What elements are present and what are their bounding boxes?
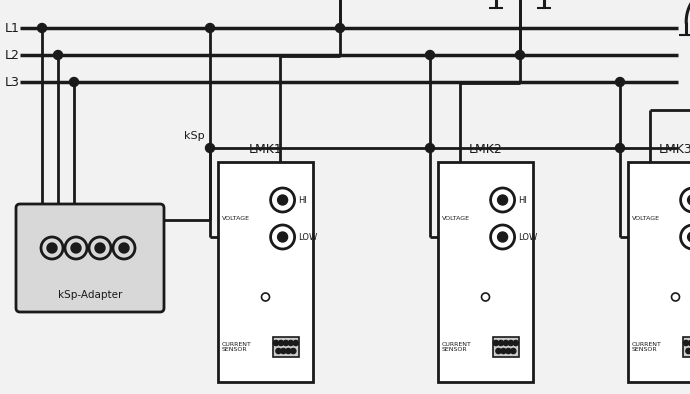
Text: LMK2: LMK2 <box>469 143 502 156</box>
Text: L1: L1 <box>5 22 20 35</box>
Circle shape <box>277 195 288 205</box>
Bar <box>218 162 313 382</box>
Circle shape <box>70 78 79 87</box>
Text: VOLTAGE: VOLTAGE <box>632 216 660 221</box>
Circle shape <box>686 348 690 353</box>
Circle shape <box>496 348 501 353</box>
Circle shape <box>498 340 504 346</box>
Circle shape <box>689 340 690 346</box>
Text: CURRENT
SENSOR: CURRENT SENSOR <box>632 342 662 352</box>
Circle shape <box>119 243 129 253</box>
Text: CURRENT
SENSOR: CURRENT SENSOR <box>222 342 252 352</box>
Bar <box>493 337 520 357</box>
Circle shape <box>286 348 291 353</box>
Circle shape <box>497 232 508 242</box>
Circle shape <box>615 143 624 152</box>
Circle shape <box>277 232 288 242</box>
Circle shape <box>503 340 509 346</box>
Circle shape <box>426 143 435 152</box>
Circle shape <box>54 50 63 59</box>
Bar <box>683 337 690 357</box>
Circle shape <box>206 143 215 152</box>
Text: LMK3: LMK3 <box>659 143 690 156</box>
Circle shape <box>335 24 344 32</box>
Text: LMK1: LMK1 <box>248 143 282 156</box>
Circle shape <box>683 340 689 346</box>
Circle shape <box>615 78 624 87</box>
Text: VOLTAGE: VOLTAGE <box>222 216 250 221</box>
Text: L2: L2 <box>5 48 20 61</box>
Circle shape <box>47 243 57 253</box>
Bar <box>273 337 299 357</box>
Circle shape <box>278 340 284 346</box>
Circle shape <box>276 348 281 353</box>
Text: HI: HI <box>299 195 308 204</box>
Circle shape <box>688 232 690 242</box>
Circle shape <box>501 348 506 353</box>
Circle shape <box>509 340 513 346</box>
Text: LOW: LOW <box>519 232 538 242</box>
Circle shape <box>426 50 435 59</box>
Bar <box>438 162 533 382</box>
Circle shape <box>513 340 518 346</box>
Text: CURRENT
SENSOR: CURRENT SENSOR <box>442 342 472 352</box>
Circle shape <box>515 50 524 59</box>
Bar <box>628 162 690 382</box>
Circle shape <box>284 340 288 346</box>
Circle shape <box>290 348 296 353</box>
Circle shape <box>206 24 215 32</box>
Text: kSp: kSp <box>184 131 205 141</box>
Circle shape <box>293 340 298 346</box>
Text: HI: HI <box>519 195 527 204</box>
Circle shape <box>95 243 105 253</box>
FancyBboxPatch shape <box>16 204 164 312</box>
Text: LOW: LOW <box>299 232 318 242</box>
Text: kSp-Adapter: kSp-Adapter <box>58 290 122 300</box>
Circle shape <box>506 348 511 353</box>
Circle shape <box>511 348 516 353</box>
Circle shape <box>288 340 293 346</box>
Circle shape <box>37 24 46 32</box>
Circle shape <box>281 348 286 353</box>
Circle shape <box>71 243 81 253</box>
Text: VOLTAGE: VOLTAGE <box>442 216 470 221</box>
Text: L3: L3 <box>5 76 20 89</box>
Circle shape <box>497 195 508 205</box>
Circle shape <box>273 340 279 346</box>
Circle shape <box>688 195 690 205</box>
Circle shape <box>493 340 499 346</box>
